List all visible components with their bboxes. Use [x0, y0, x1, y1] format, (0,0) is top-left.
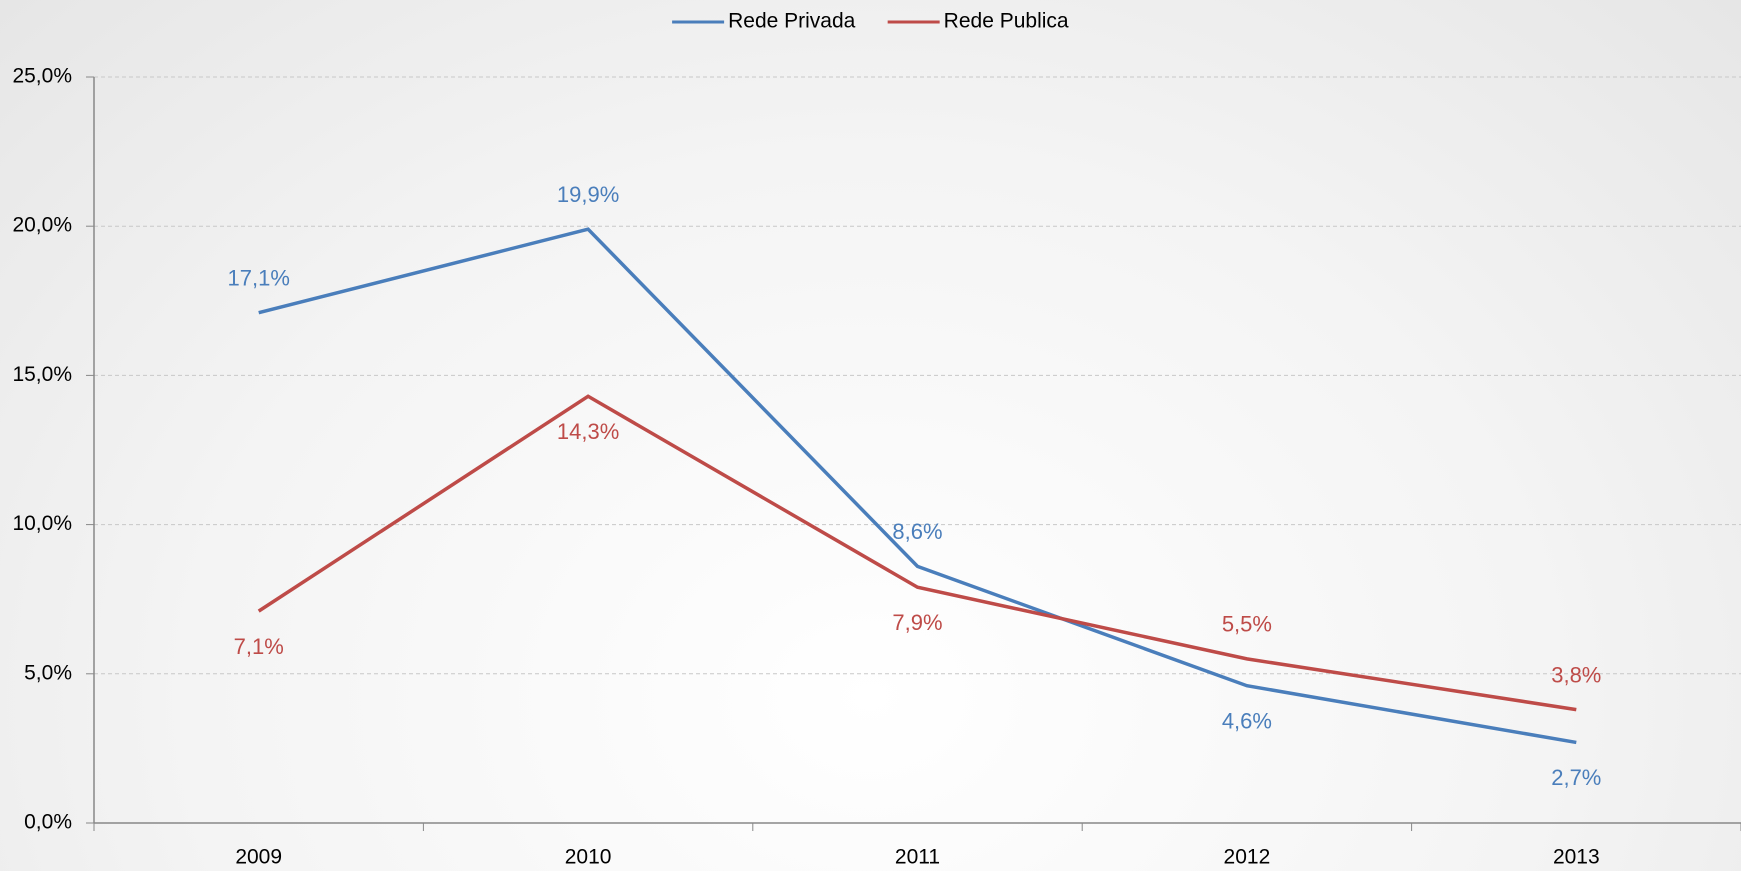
- data-label: 7,9%: [892, 610, 942, 635]
- data-label: 14,3%: [557, 419, 619, 444]
- y-tick-label: 25,0%: [12, 65, 72, 88]
- x-tick-label: 2012: [1224, 846, 1271, 869]
- data-label: 17,1%: [228, 266, 290, 291]
- legend-entry: Rede Publica: [887, 10, 1069, 33]
- y-tick-label: 15,0%: [12, 363, 72, 386]
- series-line: [257, 394, 1577, 712]
- y-tick-label: 20,0%: [12, 214, 72, 237]
- legend-label: Rede Publica: [944, 10, 1069, 33]
- data-label: 2,7%: [1551, 765, 1601, 790]
- data-label: 19,9%: [557, 182, 619, 207]
- data-label: 8,6%: [892, 519, 942, 544]
- y-tick-label: 0,0%: [24, 811, 72, 834]
- x-tick-label: 2009: [235, 846, 282, 869]
- legend-entry: Rede Privada: [672, 10, 856, 33]
- data-label: 4,6%: [1222, 709, 1272, 734]
- x-tick-label: 2013: [1553, 846, 1600, 869]
- x-tick-label: 2011: [895, 846, 940, 869]
- data-label: 5,5%: [1222, 612, 1272, 637]
- series-line: [258, 227, 1577, 745]
- legend-label: Rede Privada: [728, 10, 856, 33]
- data-label: 7,1%: [234, 634, 284, 659]
- x-tick-label: 2010: [565, 846, 612, 869]
- y-tick-label: 10,0%: [12, 512, 72, 535]
- y-tick-label: 5,0%: [24, 661, 72, 684]
- data-label: 3,8%: [1551, 662, 1601, 687]
